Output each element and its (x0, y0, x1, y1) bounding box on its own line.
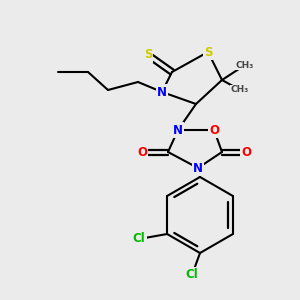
Text: O: O (209, 124, 219, 136)
Text: Cl: Cl (186, 268, 198, 281)
Text: N: N (193, 161, 203, 175)
Text: O: O (241, 146, 251, 158)
Text: CH₃: CH₃ (236, 61, 254, 70)
Text: Cl: Cl (133, 232, 146, 245)
Text: S: S (204, 46, 212, 59)
Text: S: S (144, 49, 152, 62)
Text: N: N (173, 124, 183, 136)
Text: O: O (137, 146, 147, 158)
Text: CH₃: CH₃ (231, 85, 249, 94)
Text: N: N (157, 85, 167, 98)
